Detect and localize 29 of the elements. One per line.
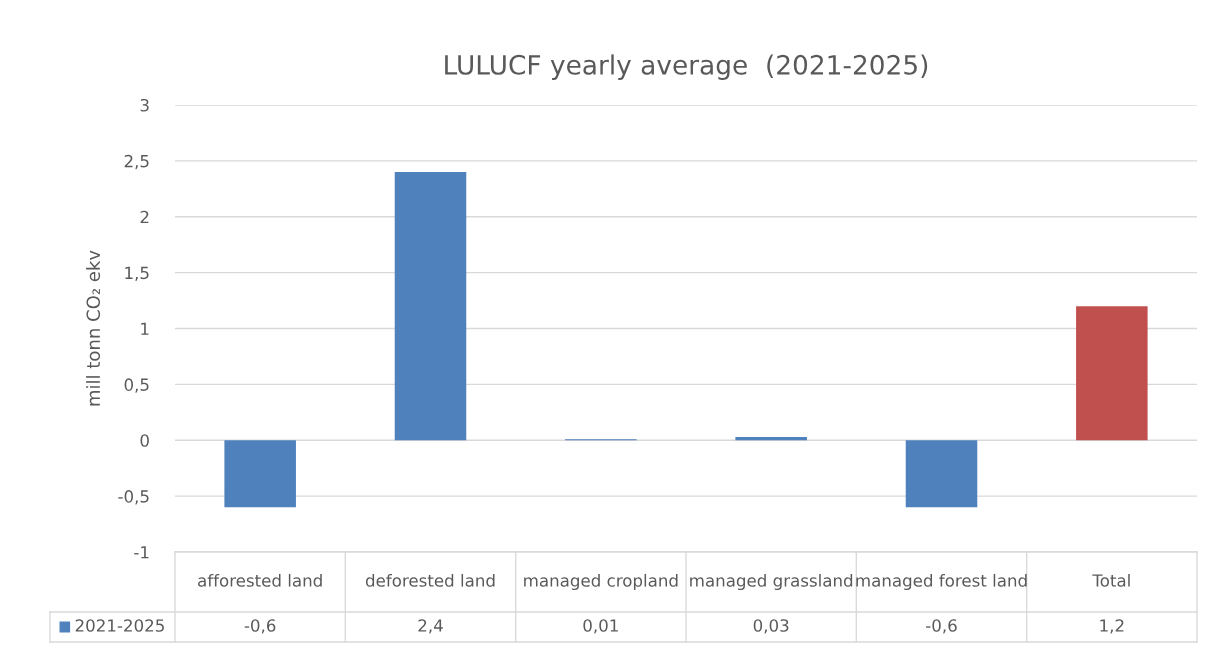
y-tick-label: 1,5 [125, 266, 149, 281]
y-tick-label: 1 [141, 322, 149, 335]
bar [905, 440, 978, 508]
bar [224, 440, 296, 508]
y-tick-label: 3 [140, 98, 149, 112]
y-tick-label: 0 [140, 434, 149, 447]
x-tick-label: deforested land [365, 573, 495, 587]
data-label: 0,03 [753, 619, 789, 634]
y-tick-label: 0,5 [124, 378, 149, 393]
x-tick-label: managed cropland [524, 573, 678, 591]
data-label: 2,4 [418, 619, 443, 634]
data-label: 1,2 [1100, 619, 1124, 634]
x-tick-label: managed grassland [690, 573, 853, 591]
data-label: -0,6 [244, 619, 276, 634]
y-tick-label: -0,5 [118, 490, 149, 505]
y-tick-label: 2 [140, 210, 149, 224]
y-tick-label: 2,5 [124, 154, 149, 170]
legend-label: 2021-2025 [75, 619, 164, 632]
data-label: 0,01 [583, 619, 618, 634]
data-label: -0,6 [926, 619, 957, 634]
x-tick-label: managed forest land [856, 573, 1027, 591]
x-tick-label: Total [1092, 573, 1130, 587]
chart-title: LULUCF yearly average (2021-2025) [445, 54, 928, 80]
y-tick-label: -1 [134, 546, 149, 559]
x-tick-label: afforested land [198, 573, 322, 587]
bar [735, 436, 807, 441]
bar [1076, 306, 1148, 441]
y-axis-title: mill tonn CO₂ ekv [86, 250, 101, 406]
bar [394, 172, 467, 441]
